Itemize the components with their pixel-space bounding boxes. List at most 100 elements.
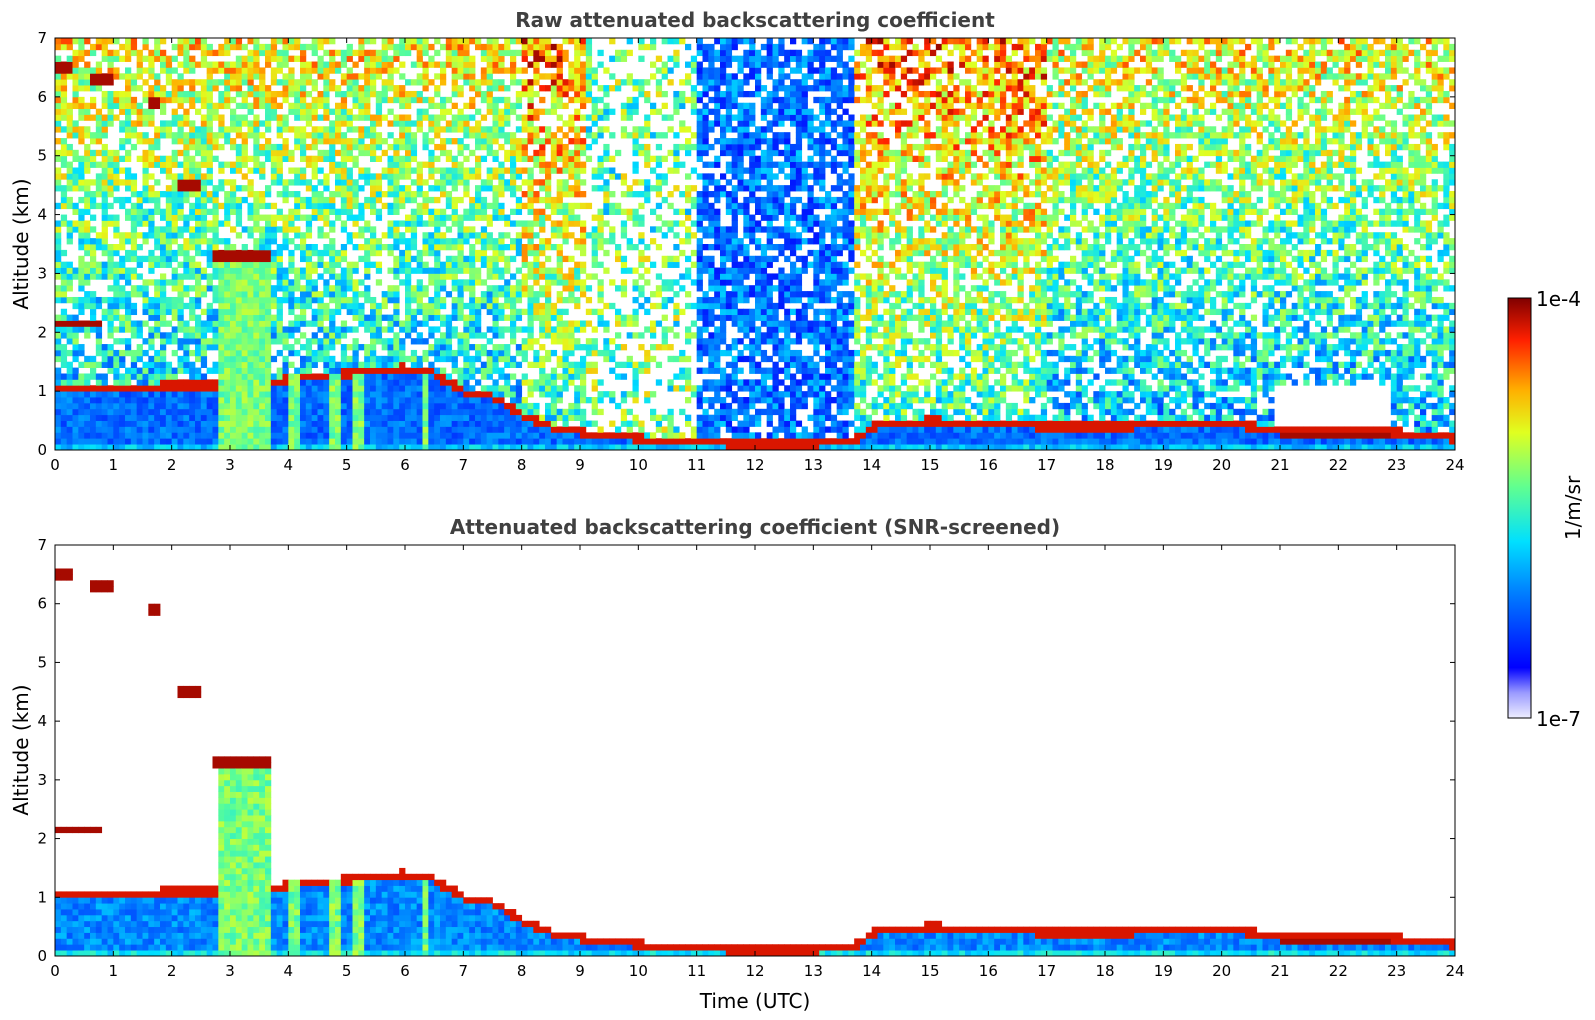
heatmap-cell (370, 361, 377, 368)
heatmap-cell (393, 385, 400, 392)
heatmap-cell (562, 373, 569, 380)
heatmap-cell (591, 408, 598, 416)
heatmap-cell (358, 291, 365, 298)
heatmap-cell (195, 143, 202, 151)
heatmap-cell (154, 420, 161, 427)
heatmap-cell (66, 285, 73, 292)
heatmap-cell (539, 179, 546, 186)
heatmap-cell (212, 202, 219, 210)
heatmap-cell (340, 355, 348, 363)
heatmap-cell (370, 314, 377, 321)
heatmap-cell (119, 196, 126, 204)
heatmap-cell (335, 373, 342, 380)
heatmap-cell (265, 432, 272, 439)
heatmap-cell (521, 279, 528, 286)
heatmap-cell (370, 126, 377, 133)
heatmap-cell (329, 267, 336, 274)
heatmap-cell (475, 43, 482, 51)
heatmap-cell (358, 138, 365, 145)
heatmap-cell (305, 61, 313, 68)
heatmap-cell (609, 279, 616, 286)
heatmap-cell (288, 67, 295, 74)
heatmap-cell (580, 114, 587, 121)
heatmap-cell (305, 279, 313, 286)
heatmap-cell (119, 432, 126, 439)
heatmap-cell (498, 332, 505, 339)
heatmap-cell (364, 167, 371, 174)
heatmap-cell (550, 167, 558, 174)
heatmap-cell (486, 43, 493, 51)
heatmap-cell (580, 43, 587, 51)
heatmap-cell (329, 138, 336, 145)
heatmap-cell (323, 402, 330, 410)
heatmap-cell (55, 320, 62, 327)
heatmap-cell (545, 43, 552, 51)
heatmap-cell (107, 296, 114, 304)
heatmap-cell (253, 338, 260, 345)
heatmap-cell (340, 90, 348, 98)
heatmap-cell (346, 279, 353, 286)
heatmap-cell (416, 173, 423, 180)
heatmap-cell (527, 291, 534, 298)
heatmap-cell (416, 61, 423, 68)
heatmap-cell (533, 361, 540, 368)
heatmap-cell (375, 391, 383, 398)
heatmap-cell (142, 408, 149, 416)
heatmap-cell (370, 185, 377, 192)
heatmap-cell (125, 326, 132, 333)
heatmap-cell (78, 414, 85, 421)
heatmap-cell (165, 261, 173, 268)
heatmap-cell (305, 355, 313, 363)
heatmap-cell (405, 43, 412, 51)
heatmap-cell (323, 361, 330, 368)
heatmap-cell (288, 38, 295, 45)
heatmap-cell (457, 67, 464, 74)
heatmap-cell (375, 108, 383, 115)
heatmap-cell (160, 402, 167, 410)
heatmap-cell (329, 432, 336, 439)
heatmap-cell (504, 85, 511, 92)
heatmap-cell (591, 308, 598, 316)
heatmap-cell (381, 391, 388, 398)
heatmap-cell (189, 408, 196, 416)
heatmap-cell (405, 391, 412, 398)
heatmap-cell (346, 108, 353, 115)
heatmap-cell (533, 426, 540, 433)
heatmap-cell (95, 426, 103, 433)
heatmap-cell (265, 314, 272, 321)
heatmap-cell (148, 361, 155, 368)
heatmap-cell (183, 249, 190, 257)
heatmap-cell (463, 38, 470, 45)
heatmap-cell (259, 191, 266, 198)
heatmap-cell (463, 238, 470, 245)
heatmap-cell (533, 73, 540, 80)
heatmap-cell (475, 355, 482, 363)
heatmap-cell (247, 85, 254, 92)
heatmap-cell (241, 244, 248, 251)
heatmap-cell (101, 167, 108, 174)
heatmap-cell (171, 349, 178, 357)
heatmap-cell (603, 249, 610, 257)
heatmap-cell (206, 49, 213, 57)
heatmap-cell (66, 185, 73, 192)
heatmap-cell (107, 108, 114, 115)
heatmap-cell (160, 444, 167, 450)
heatmap-cell (469, 132, 476, 139)
heatmap-cell (335, 361, 342, 368)
heatmap-cell (84, 296, 91, 304)
heatmap-cell (550, 426, 558, 433)
heatmap-cell (562, 179, 569, 186)
heatmap-cell (405, 255, 412, 263)
heatmap-cell (492, 255, 499, 263)
heatmap-cell (125, 432, 132, 439)
heatmap-cell (591, 238, 598, 245)
heatmap-cell (148, 208, 155, 215)
heatmap-cell (381, 379, 388, 386)
heatmap-cell (451, 326, 458, 333)
heatmap-cell (434, 102, 441, 110)
heatmap-cell (574, 391, 581, 398)
heatmap-cell (475, 402, 482, 410)
heatmap-cell (195, 402, 202, 410)
heatmap-cell (230, 73, 237, 80)
heatmap-cell (224, 279, 231, 286)
